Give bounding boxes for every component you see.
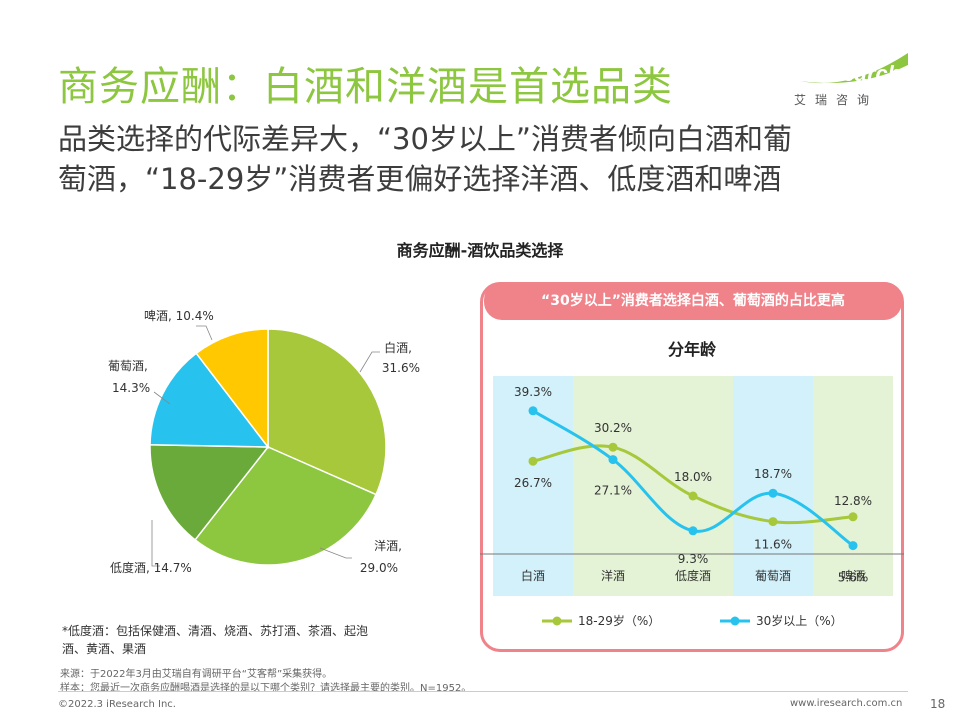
iresearch-logo: iResearch 艾瑞咨询 [790,53,910,110]
series-point [688,526,698,536]
data-label: 39.3% [514,385,552,399]
data-label: 5.6% [838,571,869,585]
pie-slice [267,328,387,496]
pie-leader-line [319,547,352,559]
legend-marker [552,616,562,626]
x-tick-label: 洋酒 [601,568,625,583]
data-label: 26.7% [514,476,552,490]
pie-chart: 白酒, 31.6% 洋酒, 29.0% 低度酒, 14.7% 葡萄酒, 14.3% 啤酒, 1… [108,308,420,575]
sample-note: 样本：您最近一次商务应酬喝酒是选择的是以下哪个类别？请选择最主要的类别。N=19… [60,683,472,694]
category-band [733,376,813,596]
logo-brand: iResearch [796,61,902,86]
page-number: 18 [930,697,946,711]
series-point [608,442,618,452]
series-point [768,517,778,527]
data-label: 11.6% [754,538,792,552]
data-label: 9.3% [678,552,709,566]
line-chart: 白酒 洋酒 低度酒 葡萄酒 啤酒 26.7% 30.2% 18.0% 11.6% 12.8% 18-… [480,376,904,628]
data-label: 18.0% [674,470,712,484]
website-url: www.iresearch.com.cn [790,698,903,709]
data-label: 18.7% [754,467,792,481]
logo-cn: 艾瑞咨询 [794,93,879,107]
line-chart-title: 分年龄 [667,340,716,359]
series-point [528,456,538,466]
series-point [768,488,778,498]
pie-leader-line [359,351,380,373]
x-tick-label: 白酒 [521,568,545,583]
subtitle-line-1: 品类选择的代际差异大，“30岁以上”消费者倾向白酒和葡 [58,122,792,156]
data-label: 12.8% [834,494,872,508]
pie-leader-line [153,391,171,405]
legend-label: 18-29岁（%） [578,613,660,628]
category-band [813,376,893,596]
pie-slice-value: 31.6% [382,361,420,375]
series-point [688,491,698,501]
pie-slice-value: 29.0% [360,561,398,575]
pie-slice [149,444,270,541]
pie-slice [194,446,377,566]
series-point [848,541,858,551]
pie-slice-value: 14.3% [112,381,150,395]
copyright: ©2022.3 iResearch Inc. [58,699,176,710]
logo-swoosh-icon [800,53,908,84]
footer-divider [58,691,908,692]
subtitle-line-2: 萄酒，“18-29岁”消费者更偏好选择洋酒、低度酒和啤酒 [58,162,782,196]
pie-slice-label: 啤酒, 10.4% [144,308,214,323]
pie-slice-label: 洋酒, [374,538,402,553]
pie-leader-line [151,520,160,567]
series-point [528,406,538,416]
x-tick-label: 葡萄酒 [755,569,791,583]
pie-slice-label: 白酒, [384,340,412,355]
pie-slice [149,352,270,448]
category-band [653,376,733,596]
data-label: 30.2% [594,421,632,435]
source-note: 来源：于2022年3月由艾瑞自有调研平台“艾客帮”采集获得。 [60,669,333,680]
legend-marker [730,616,740,626]
lowalc-note: *低度酒：包括保健酒、清酒、烧酒、苏打酒、茶酒、起泡酒、黄酒、果酒 [62,624,369,656]
pie-slice-label: 葡萄酒, [108,359,148,373]
legend-label: 30岁以上（%） [756,613,843,628]
x-tick-label: 啤酒 [841,568,865,583]
page-title: 商务应酬：白酒和洋酒是首选品类 [58,64,673,110]
pie-slice-label: 低度酒, 14.7% [110,560,192,575]
series-point [848,512,858,522]
data-label: 27.1% [594,484,632,498]
pie-chart-title: 商务应酬-酒饮品类选择 [396,241,564,260]
series-point [608,455,618,465]
pie-slice [195,328,269,450]
callout-headline: “30岁以上”消费者选择白酒、葡萄酒的占比更高 [484,282,902,320]
pie-leader-line [196,325,213,341]
x-tick-label: 低度酒 [675,568,711,583]
